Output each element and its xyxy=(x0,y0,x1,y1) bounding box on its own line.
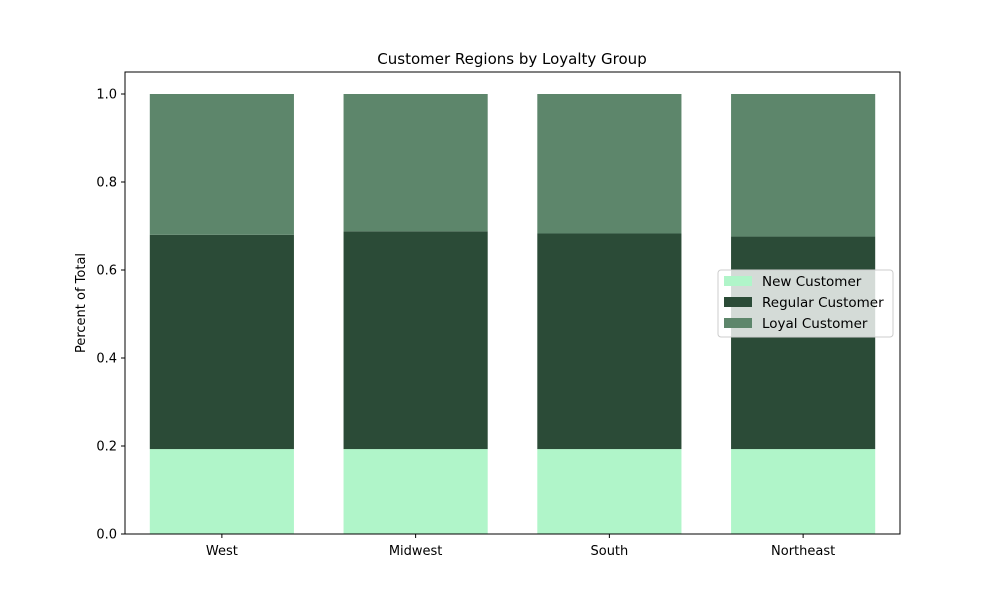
legend-label: New Customer xyxy=(762,274,862,290)
bar-south-series-1 xyxy=(537,233,682,450)
legend: New Customer Regular Customer Loyal Custom… xyxy=(717,269,894,338)
x-tick-label: Midwest xyxy=(389,544,443,559)
x-axis: West Midwest South Northeast xyxy=(206,534,835,559)
bars-group xyxy=(149,94,876,534)
bar-west-series-1 xyxy=(149,234,294,450)
x-tick-label: West xyxy=(206,544,238,559)
x-tick-label: South xyxy=(590,544,628,559)
y-tick-label: 1.0 xyxy=(96,88,117,103)
legend-box xyxy=(717,269,894,338)
y-axis: 0.0 0.2 0.4 0.6 0.8 1.0 xyxy=(96,88,125,543)
y-tick-label: 0.0 xyxy=(96,528,117,543)
y-axis-label: Percent of Total xyxy=(74,253,89,353)
legend-swatch xyxy=(724,318,752,328)
chart-title: Customer Regions by Loyalty Group xyxy=(377,50,646,68)
bar-west-series-0 xyxy=(149,449,294,534)
legend-label: Regular Customer xyxy=(762,295,884,311)
plot-frame xyxy=(124,71,901,535)
bar-south-series-2 xyxy=(537,94,682,234)
y-tick-label: 0.2 xyxy=(96,440,117,455)
bar-south-series-0 xyxy=(537,449,682,534)
y-tick-label: 0.4 xyxy=(96,352,117,367)
bar-midwest-series-2 xyxy=(343,94,488,232)
y-tick-label: 0.8 xyxy=(96,176,117,191)
legend-label: Loyal Customer xyxy=(762,316,868,332)
x-tick-label: Northeast xyxy=(771,544,835,559)
legend-swatch xyxy=(724,276,752,286)
bar-northeast-series-0 xyxy=(731,449,876,534)
bar-west-series-2 xyxy=(149,94,294,235)
bar-northeast-series-2 xyxy=(731,94,876,237)
bar-midwest-series-0 xyxy=(343,449,488,534)
bar-northeast-series-1 xyxy=(731,236,876,450)
bar-midwest-series-1 xyxy=(343,231,488,450)
y-tick-label: 0.6 xyxy=(96,264,117,279)
legend-swatch xyxy=(724,297,752,307)
